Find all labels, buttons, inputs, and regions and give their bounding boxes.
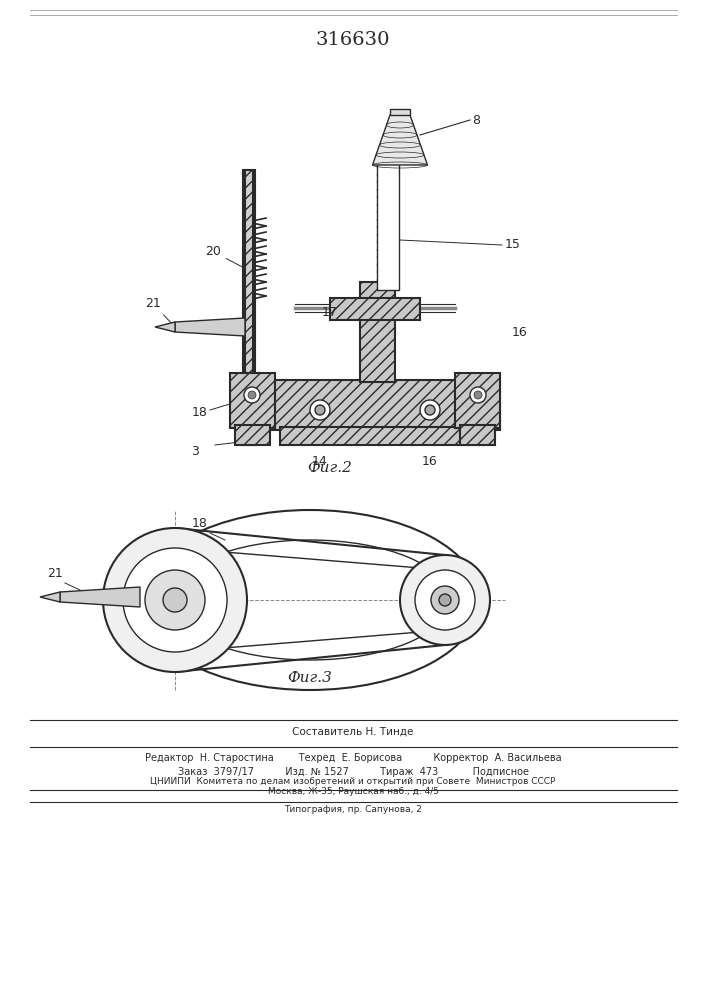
Text: ЦНИИПИ  Комитета по делам изобретений и открытий при Совете  Министров СССР: ЦНИИПИ Комитета по делам изобретений и о… bbox=[151, 778, 556, 786]
Text: 18: 18 bbox=[192, 406, 208, 418]
Text: Москва, Ж-35, Раушская наб., д. 4/5: Москва, Ж-35, Раушская наб., д. 4/5 bbox=[267, 788, 438, 796]
Text: Фиг.3: Фиг.3 bbox=[288, 671, 332, 685]
Bar bbox=[280, 427, 490, 445]
Bar bbox=[455, 373, 500, 428]
Polygon shape bbox=[175, 318, 245, 336]
Text: 16: 16 bbox=[512, 326, 527, 338]
Circle shape bbox=[145, 570, 205, 630]
Text: Типография, пр. Сапунова, 2: Типография, пр. Сапунова, 2 bbox=[284, 806, 422, 814]
Text: 16: 16 bbox=[422, 455, 438, 468]
Circle shape bbox=[425, 405, 435, 415]
Text: 316630: 316630 bbox=[316, 31, 390, 49]
Circle shape bbox=[315, 405, 325, 415]
Text: Составитель Н. Тинде: Составитель Н. Тинде bbox=[292, 727, 414, 737]
Text: 15: 15 bbox=[505, 238, 521, 251]
Circle shape bbox=[420, 400, 440, 420]
Bar bbox=[230, 373, 275, 428]
Polygon shape bbox=[155, 322, 175, 332]
Text: Фиг.2: Фиг.2 bbox=[308, 461, 352, 475]
Text: 21: 21 bbox=[145, 297, 173, 325]
Text: 14: 14 bbox=[312, 455, 328, 468]
Bar bbox=[460, 425, 495, 445]
Text: 18: 18 bbox=[192, 517, 208, 530]
Bar bbox=[390, 109, 410, 115]
Circle shape bbox=[415, 570, 475, 630]
Bar bbox=[377, 160, 399, 290]
Circle shape bbox=[431, 586, 459, 614]
Text: 21: 21 bbox=[47, 567, 63, 580]
Bar bbox=[360, 282, 395, 382]
Text: Заказ  3797/17          Изд. № 1527          Тираж  473           Подписное: Заказ 3797/17 Изд. № 1527 Тираж 473 Подп… bbox=[177, 767, 529, 777]
Circle shape bbox=[244, 387, 260, 403]
Bar bbox=[330, 298, 420, 320]
Polygon shape bbox=[60, 587, 140, 607]
Circle shape bbox=[470, 387, 486, 403]
Circle shape bbox=[123, 548, 227, 652]
Circle shape bbox=[439, 594, 451, 606]
Bar bbox=[270, 380, 500, 430]
Polygon shape bbox=[373, 115, 428, 165]
Circle shape bbox=[400, 555, 490, 645]
Text: 17: 17 bbox=[322, 306, 338, 318]
Circle shape bbox=[248, 391, 256, 399]
Polygon shape bbox=[40, 592, 60, 602]
Text: Редактор  Н. Старостина        Техред  Е. Борисова          Корректор  А. Василь: Редактор Н. Старостина Техред Е. Борисов… bbox=[145, 753, 561, 763]
Text: 20: 20 bbox=[205, 245, 245, 269]
Bar bbox=[235, 425, 270, 445]
Circle shape bbox=[310, 400, 330, 420]
Circle shape bbox=[103, 528, 247, 672]
Bar bbox=[245, 170, 253, 445]
Text: 8: 8 bbox=[472, 113, 480, 126]
Circle shape bbox=[474, 391, 482, 399]
Circle shape bbox=[163, 588, 187, 612]
Text: 3: 3 bbox=[191, 445, 199, 458]
